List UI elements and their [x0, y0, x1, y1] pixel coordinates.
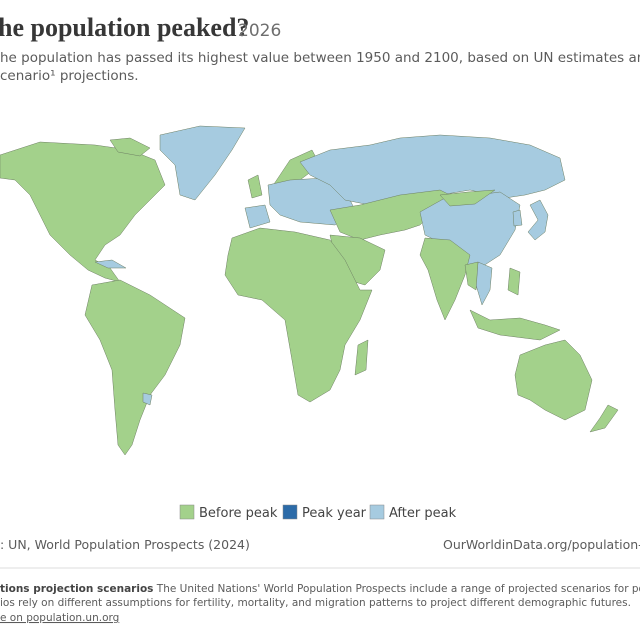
world-map	[0, 125, 619, 456]
region	[589, 404, 619, 433]
region	[469, 309, 561, 341]
note-title: tions projection scenarios	[0, 583, 153, 595]
title: he population peaked?	[0, 13, 249, 42]
subtitle: cenario¹ projections.	[0, 68, 139, 84]
region	[142, 392, 153, 406]
region	[94, 259, 127, 269]
region	[159, 125, 246, 201]
region	[527, 199, 549, 241]
region	[109, 137, 151, 157]
region	[507, 267, 521, 296]
legend-swatch	[179, 504, 195, 520]
region	[419, 237, 471, 321]
legend-swatch	[369, 504, 385, 520]
note-line: The United Nations' World Population Pro…	[156, 583, 640, 595]
note: tions projection scenarios The United Na…	[0, 583, 640, 595]
region	[354, 339, 369, 376]
title-year: 2026	[238, 21, 281, 41]
region	[439, 189, 496, 207]
source: : UN, World Population Prospects (2024)	[0, 537, 250, 552]
legend: Before peak Peak year After peak	[179, 504, 457, 521]
legend-label: Before peak	[199, 506, 278, 521]
legend-label: After peak	[389, 506, 457, 521]
region	[244, 204, 271, 229]
legend-label: Peak year	[302, 506, 367, 521]
region	[512, 209, 523, 227]
region	[464, 261, 479, 291]
region	[475, 261, 493, 306]
region	[247, 174, 263, 199]
region	[514, 339, 593, 421]
note-line: ios rely on different assumptions for fe…	[0, 597, 631, 609]
legend-swatch	[282, 504, 298, 520]
region	[299, 134, 566, 206]
region	[84, 279, 186, 456]
subtitle: he population has passed its highest val…	[0, 50, 640, 66]
source-url[interactable]: OurWorldinData.org/population-grow	[443, 537, 640, 552]
note-link[interactable]: e on population.un.org	[0, 612, 119, 624]
region	[0, 141, 166, 283]
region	[224, 227, 373, 403]
